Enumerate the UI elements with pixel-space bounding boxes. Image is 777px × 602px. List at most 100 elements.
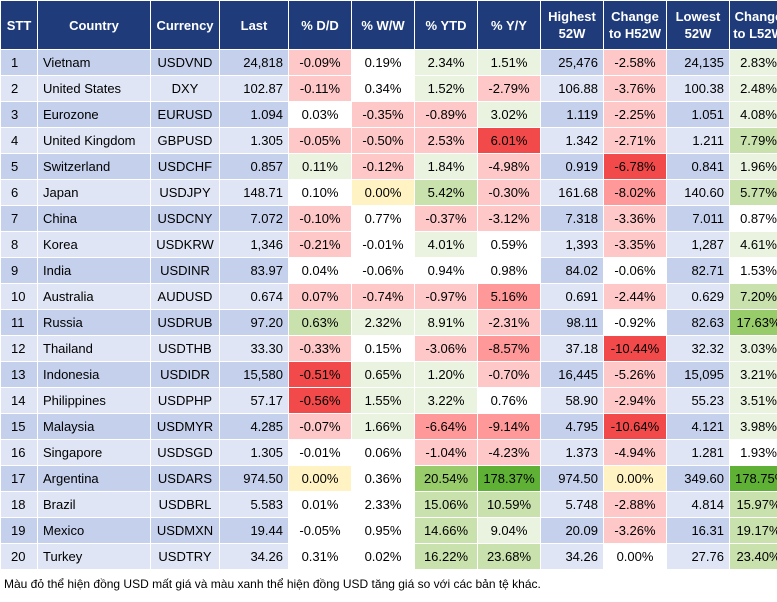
cell-lowest: 55.23 bbox=[666, 387, 730, 414]
cell-ytd: 1.20% bbox=[414, 361, 478, 388]
cell-dd: -0.11% bbox=[288, 75, 352, 102]
cell-yy: -4.98% bbox=[477, 153, 541, 180]
cell-change-l52w: 4.61% bbox=[729, 231, 777, 258]
cell-stt: 20 bbox=[0, 543, 38, 570]
header-stt: STT bbox=[0, 0, 38, 50]
cell-dd: -0.10% bbox=[288, 205, 352, 232]
cell-stt: 1 bbox=[0, 49, 38, 76]
cell-change-l52w: 1.96% bbox=[729, 153, 777, 180]
cell-stt: 7 bbox=[0, 205, 38, 232]
cell-change-h52w: -10.64% bbox=[603, 413, 667, 440]
cell-stt: 5 bbox=[0, 153, 38, 180]
cell-ytd: 0.94% bbox=[414, 257, 478, 284]
cell-change-l52w: 3.21% bbox=[729, 361, 777, 388]
cell-ww: 2.33% bbox=[351, 491, 415, 518]
cell-currency: USDMXN bbox=[150, 517, 220, 544]
cell-ww: 0.19% bbox=[351, 49, 415, 76]
cell-country: Japan bbox=[37, 179, 151, 206]
cell-ytd: 1.84% bbox=[414, 153, 478, 180]
header-last: Last bbox=[219, 0, 289, 50]
cell-dd: 0.31% bbox=[288, 543, 352, 570]
cell-lowest: 4.121 bbox=[666, 413, 730, 440]
cell-last: 974.50 bbox=[219, 465, 289, 492]
cell-highest: 16,445 bbox=[540, 361, 604, 388]
cell-lowest: 7.011 bbox=[666, 205, 730, 232]
cell-lowest: 0.841 bbox=[666, 153, 730, 180]
table-row: 5 Switzerland USDCHF 0.857 0.11% -0.12% … bbox=[0, 153, 777, 180]
cell-highest: 4.795 bbox=[540, 413, 604, 440]
cell-stt: 2 bbox=[0, 75, 38, 102]
cell-highest: 0.691 bbox=[540, 283, 604, 310]
cell-currency: USDINR bbox=[150, 257, 220, 284]
cell-ytd: 1.52% bbox=[414, 75, 478, 102]
cell-stt: 16 bbox=[0, 439, 38, 466]
cell-lowest: 24,135 bbox=[666, 49, 730, 76]
table-row: 12 Thailand USDTHB 33.30 -0.33% 0.15% -3… bbox=[0, 335, 777, 362]
cell-dd: 0.01% bbox=[288, 491, 352, 518]
header-change-to-l52w-text: Change to L52W bbox=[733, 9, 777, 41]
cell-change-l52w: 3.51% bbox=[729, 387, 777, 414]
cell-lowest: 32.32 bbox=[666, 335, 730, 362]
cell-lowest: 349.60 bbox=[666, 465, 730, 492]
cell-yy: 0.98% bbox=[477, 257, 541, 284]
cell-change-l52w: 23.40% bbox=[729, 543, 777, 570]
cell-yy: -0.30% bbox=[477, 179, 541, 206]
cell-lowest: 1.051 bbox=[666, 101, 730, 128]
cell-dd: -0.09% bbox=[288, 49, 352, 76]
cell-currency: USDTRY bbox=[150, 543, 220, 570]
cell-dd: -0.33% bbox=[288, 335, 352, 362]
header-lowest-52w-text: Lowest 52W bbox=[675, 9, 721, 41]
header-ww: % W/W bbox=[351, 0, 415, 50]
cell-ww: 1.66% bbox=[351, 413, 415, 440]
header-currency: Currency bbox=[150, 0, 220, 50]
cell-stt: 12 bbox=[0, 335, 38, 362]
cell-change-l52w: 3.03% bbox=[729, 335, 777, 362]
cell-stt: 4 bbox=[0, 127, 38, 154]
cell-currency: DXY bbox=[150, 75, 220, 102]
cell-currency: USDBRL bbox=[150, 491, 220, 518]
cell-change-h52w: -5.26% bbox=[603, 361, 667, 388]
cell-last: 57.17 bbox=[219, 387, 289, 414]
cell-change-h52w: 0.00% bbox=[603, 465, 667, 492]
cell-change-h52w: -4.94% bbox=[603, 439, 667, 466]
cell-stt: 19 bbox=[0, 517, 38, 544]
cell-country: Eurozone bbox=[37, 101, 151, 128]
cell-ytd: -1.04% bbox=[414, 439, 478, 466]
cell-country: Vietnam bbox=[37, 49, 151, 76]
cell-country: Korea bbox=[37, 231, 151, 258]
header-change-to-h52w: Change to H52W bbox=[603, 0, 667, 50]
header-yy: % Y/Y bbox=[477, 0, 541, 50]
cell-stt: 17 bbox=[0, 465, 38, 492]
cell-country: Singapore bbox=[37, 439, 151, 466]
cell-change-l52w: 17.63% bbox=[729, 309, 777, 336]
cell-yy: -4.23% bbox=[477, 439, 541, 466]
cell-last: 5.583 bbox=[219, 491, 289, 518]
cell-highest: 58.90 bbox=[540, 387, 604, 414]
cell-currency: EURUSD bbox=[150, 101, 220, 128]
cell-last: 33.30 bbox=[219, 335, 289, 362]
cell-lowest: 4.814 bbox=[666, 491, 730, 518]
cell-change-l52w: 4.08% bbox=[729, 101, 777, 128]
cell-lowest: 82.71 bbox=[666, 257, 730, 284]
cell-lowest: 1.281 bbox=[666, 439, 730, 466]
cell-change-l52w: 178.75% bbox=[729, 465, 777, 492]
cell-lowest: 27.76 bbox=[666, 543, 730, 570]
cell-highest: 1.119 bbox=[540, 101, 604, 128]
cell-ww: -0.74% bbox=[351, 283, 415, 310]
cell-last: 0.857 bbox=[219, 153, 289, 180]
cell-ytd: 16.22% bbox=[414, 543, 478, 570]
cell-ytd: 4.01% bbox=[414, 231, 478, 258]
cell-change-l52w: 5.77% bbox=[729, 179, 777, 206]
cell-ww: 0.02% bbox=[351, 543, 415, 570]
table-row: 10 Australia AUDUSD 0.674 0.07% -0.74% -… bbox=[0, 283, 777, 310]
cell-change-l52w: 1.53% bbox=[729, 257, 777, 284]
cell-change-l52w: 15.97% bbox=[729, 491, 777, 518]
cell-dd: -0.56% bbox=[288, 387, 352, 414]
cell-currency: USDMYR bbox=[150, 413, 220, 440]
cell-highest: 974.50 bbox=[540, 465, 604, 492]
cell-change-l52w: 2.83% bbox=[729, 49, 777, 76]
header-row: STT Country Currency Last % D/D % W/W % … bbox=[0, 0, 777, 50]
cell-dd: 0.07% bbox=[288, 283, 352, 310]
table-row: 13 Indonesia USDIDR 15,580 -0.51% 0.65% … bbox=[0, 361, 777, 388]
cell-change-l52w: 2.48% bbox=[729, 75, 777, 102]
